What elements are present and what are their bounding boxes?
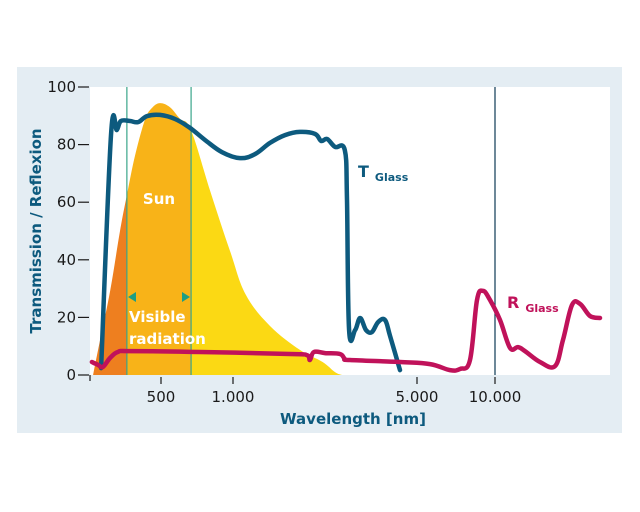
y-tick-label: 20 xyxy=(57,308,76,326)
r-glass-label-main: R xyxy=(507,293,519,312)
y-axis: 0 20 40 60 80 100 xyxy=(47,78,91,384)
visible-label-line2: radiation xyxy=(129,330,206,348)
x-tick-label: 500 xyxy=(147,388,176,406)
y-tick-label: 80 xyxy=(57,136,76,154)
sun-band-uv xyxy=(93,195,127,375)
sun-band-ir xyxy=(191,130,343,375)
y-tick-label: 60 xyxy=(57,193,76,211)
x-axis: 500 1.000 5.000 10.000 xyxy=(147,377,522,406)
visible-arrow-right-icon xyxy=(182,292,190,302)
x-tick-label: 10.000 xyxy=(469,388,522,406)
t-glass-label-sub: Glass xyxy=(375,171,409,184)
y-tick-label: 0 xyxy=(66,366,76,384)
r-glass-label: R Glass xyxy=(507,293,559,315)
y-tick-label: 100 xyxy=(47,78,76,96)
x-tick-label: 5.000 xyxy=(396,388,439,406)
x-axis-title: Wavelength [nm] xyxy=(280,410,426,428)
series-lines xyxy=(89,112,603,373)
sun-band-visible xyxy=(126,103,192,375)
x-tick-label: 1.000 xyxy=(212,388,255,406)
sun-spectrum xyxy=(93,103,343,375)
visible-range-lines xyxy=(126,87,192,375)
visible-label-line1: Visible xyxy=(129,308,186,326)
series-line-r-glass xyxy=(89,288,603,373)
y-tick-label: 40 xyxy=(57,251,76,269)
visible-arrow-left-icon xyxy=(128,292,136,302)
series-line-t-glass xyxy=(98,112,403,373)
t-glass-label: T Glass xyxy=(358,162,409,184)
sun-label: Sun xyxy=(143,190,175,208)
r-glass-label-sub: Glass xyxy=(525,302,559,315)
y-axis-title: Transmission / Reflexion xyxy=(27,128,45,333)
t-glass-label-main: T xyxy=(358,162,369,181)
